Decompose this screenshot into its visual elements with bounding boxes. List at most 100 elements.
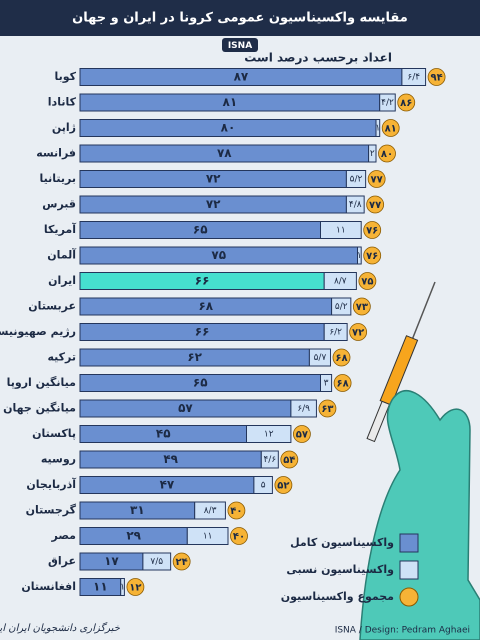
total-label: ۲۴ <box>176 557 188 568</box>
category-label: آلمان <box>47 248 76 262</box>
partial-bar <box>142 552 172 571</box>
legend-label: واکسیناسیون کامل <box>290 536 394 549</box>
partial-bar <box>323 323 348 341</box>
total-label: ۷۷ <box>371 175 383 186</box>
full-label: ۱۷ <box>104 554 119 568</box>
total-label: ۴۰ <box>230 506 242 517</box>
total-marker <box>333 374 352 392</box>
full-label: ۷۸ <box>217 146 232 160</box>
category-label: عراق <box>48 555 76 568</box>
category-label: ایران <box>48 274 76 287</box>
partial-label: ۱ <box>120 583 125 593</box>
partial-bar <box>345 170 367 188</box>
category-label: میانگین اروپا <box>7 376 76 389</box>
category-label: عربستان <box>28 300 76 313</box>
total-label: ۸۱ <box>385 124 397 135</box>
subtitle: اعداد برحسب درصد است <box>244 51 392 65</box>
category-label: رژیم صهیونیستی <box>0 325 76 338</box>
full-label: ۵۷ <box>178 401 193 415</box>
badge-bg <box>222 38 258 52</box>
partial-bar <box>186 527 229 545</box>
category-label: فرانسه <box>36 147 76 160</box>
legend-swatch <box>399 560 419 580</box>
partial-bar <box>194 501 226 520</box>
full-label: ۷۲ <box>206 197 221 211</box>
legend-swatch <box>399 587 419 607</box>
badge: ISNA <box>228 41 252 51</box>
partial-label: ۱۲ <box>264 430 274 440</box>
total-marker <box>367 170 386 188</box>
total-marker <box>126 578 145 596</box>
full-label: ۶۵ <box>193 223 208 237</box>
category-label: میانگین جهان <box>3 402 76 415</box>
partial-bar <box>323 272 357 290</box>
total-marker <box>318 399 337 418</box>
total-label: ۵۲ <box>277 481 289 492</box>
partial-label: ۳ <box>324 379 329 389</box>
total-label: ۹۴ <box>430 73 442 84</box>
credit: خبرگزاری دانشجویان ایران ایسنا <box>0 622 121 634</box>
total-marker <box>230 527 248 545</box>
full-label: ۱۱ <box>93 580 108 594</box>
total-label: ۷۷ <box>369 200 381 211</box>
glove <box>359 389 480 640</box>
category-label: کانادا <box>48 96 77 109</box>
partial-bar <box>253 476 273 494</box>
total-marker <box>363 221 382 239</box>
partial-bar <box>331 297 352 316</box>
full-label: ۷۵ <box>211 248 226 262</box>
total-marker <box>378 144 396 163</box>
source: ISNA / Design: Pedram Aghaei <box>335 626 470 636</box>
category-label: آمریکا <box>44 222 76 236</box>
total-label: ۸۰ <box>381 149 393 160</box>
full-label: ۸۰ <box>221 121 236 135</box>
full-label: ۶۶ <box>195 325 210 339</box>
header <box>0 0 480 36</box>
full-label: ۶۸ <box>198 299 213 313</box>
category-label: بریتانیا <box>40 172 76 185</box>
partial-bar <box>357 246 362 265</box>
partial-bar <box>308 348 331 367</box>
partial-label: ۵/۲ <box>350 175 363 185</box>
total-label: ۸۶ <box>400 98 412 109</box>
total-marker <box>366 195 385 214</box>
partial-label: ۸/۳ <box>204 506 217 516</box>
total-marker <box>381 119 400 137</box>
total-label: ۴۰ <box>233 532 245 543</box>
category-label: پاکستان <box>32 427 76 440</box>
total-marker <box>172 552 191 571</box>
full-label: ۴۹ <box>163 452 178 466</box>
category-label: افغانستان <box>21 580 76 593</box>
total-label: ۷۲ <box>352 328 364 339</box>
partial-bar <box>379 93 396 112</box>
full-label: ۶۵ <box>193 376 208 390</box>
partial-label: ۷/۵ <box>150 557 163 567</box>
partial-label: ۶/۹ <box>297 404 310 414</box>
total-marker <box>358 272 377 290</box>
total-label: ۷۳ <box>356 302 368 313</box>
total-label: ۶۸ <box>335 353 347 364</box>
total-label: ۷۶ <box>366 251 378 262</box>
category-label: ژاپن <box>52 121 76 134</box>
legend-swatch <box>399 533 419 553</box>
full-label: ۴۷ <box>160 478 175 492</box>
total-marker <box>332 348 351 367</box>
legend-label: مجموع واکسیناسیون <box>281 590 394 603</box>
total-marker <box>227 501 246 520</box>
total-label: ۵۴ <box>283 455 295 466</box>
partial-label: ۴/۸ <box>349 200 362 210</box>
partial-bar <box>320 374 333 392</box>
partial-label: ۵/۷ <box>314 353 327 363</box>
category-label: مصر <box>51 529 77 542</box>
full-label: ۷۲ <box>206 172 221 186</box>
category-label: کوبا <box>54 70 76 83</box>
total-label: ۷۶ <box>366 226 378 237</box>
full-label: ۶۲ <box>187 350 202 364</box>
partial-bar <box>375 119 381 137</box>
total-label: ۷۵ <box>361 277 373 288</box>
partial-label: ۲ <box>370 149 375 159</box>
partial-label: ۵/۲ <box>335 302 348 312</box>
category-label: قبرس <box>42 198 76 211</box>
partial-bar <box>368 144 377 163</box>
